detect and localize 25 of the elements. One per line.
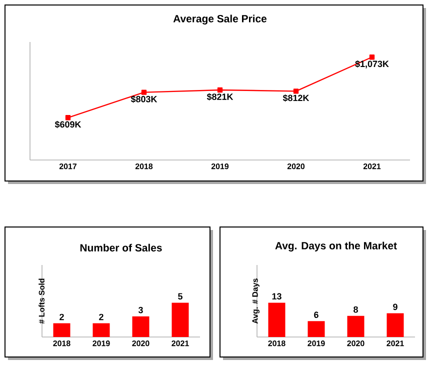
data-label: 2 (99, 314, 104, 320)
data-label: 8 (354, 306, 358, 313)
chart-title: Avg. Days on the Market (275, 242, 397, 252)
data-label: 3 (138, 306, 143, 314)
bar (386, 313, 404, 337)
bar (268, 302, 286, 337)
data-label: 6 (314, 312, 318, 318)
chart-title: Average Sale Price (173, 14, 267, 24)
point (65, 115, 71, 120)
data-label: $1,073K (355, 60, 389, 68)
data-label: $609K (54, 120, 82, 128)
point (217, 87, 223, 93)
point (293, 88, 299, 94)
data-label: $803K (130, 96, 158, 103)
bar (308, 321, 325, 337)
data-label: $821K (206, 93, 234, 101)
data-label: 5 (178, 293, 182, 300)
data-label: 9 (393, 304, 398, 310)
point (369, 54, 375, 60)
data-label: 13 (272, 293, 282, 300)
data-label: $812K (282, 94, 310, 102)
bar (347, 316, 364, 337)
chart-title: Number of Sales (80, 244, 162, 252)
data-label: 2 (60, 314, 64, 320)
point (141, 90, 147, 95)
